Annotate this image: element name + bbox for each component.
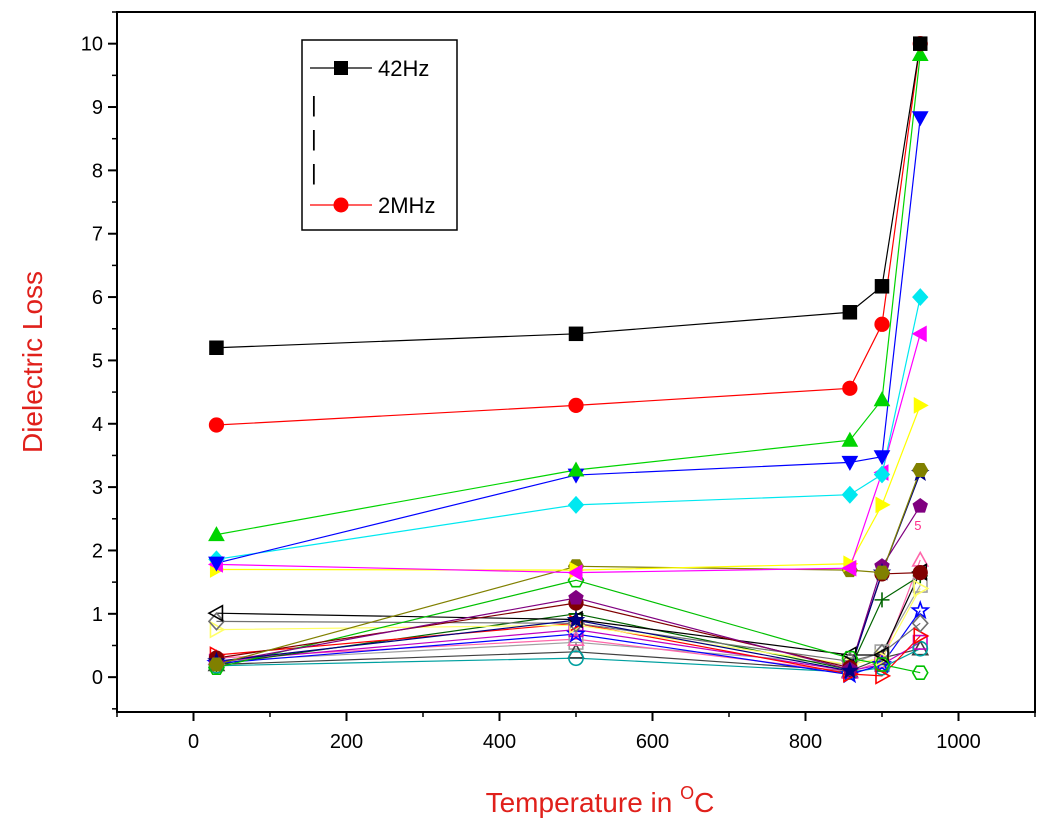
data-point-series-0 — [568, 326, 584, 342]
axis-ticks — [108, 11, 1036, 721]
data-point-series-2 — [567, 461, 585, 477]
series-line-12 — [216, 571, 921, 656]
data-point-series-2 — [208, 526, 225, 542]
legend-label-last: 2MHz — [378, 193, 435, 218]
legend-label-first: 42Hz — [378, 56, 429, 81]
data-point-series-0 — [209, 340, 224, 355]
legend-frame — [301, 39, 458, 231]
data-point-series-6 — [913, 397, 929, 414]
data-point-series-2 — [841, 431, 859, 447]
x-tick-label: 400 — [483, 731, 516, 753]
data-point-series-13 — [911, 613, 929, 633]
data-point-series-3 — [873, 450, 891, 466]
data-point-series-8 — [840, 661, 860, 679]
data-point-series-17 — [874, 592, 890, 608]
data-point-series-9 — [912, 497, 928, 513]
data-point-series-2 — [911, 45, 929, 61]
data-point-series-10 — [912, 565, 928, 581]
y-tick-label: 5 — [92, 350, 103, 372]
data-point-series-11 — [873, 657, 891, 672]
data-point-series-7 — [873, 565, 891, 580]
data-point-series-8 — [566, 610, 586, 629]
series-markers — [206, 36, 931, 685]
y-tick-label: 7 — [92, 224, 103, 246]
data-point-series-14 — [875, 649, 892, 668]
data-point-series-21 — [567, 642, 585, 659]
data-point-series-0 — [842, 305, 858, 320]
data-point-series-18 — [912, 640, 929, 657]
x-tick-label: 1000 — [936, 731, 981, 753]
y-tick-label: 0 — [92, 667, 103, 689]
data-point-series-12 — [207, 604, 224, 623]
data-point-series-15 — [875, 667, 892, 685]
y-tick-label: 4 — [92, 414, 103, 436]
data-point-series-13 — [873, 643, 891, 663]
data-point-series-14 — [913, 579, 930, 598]
plot-area: 5 — [108, 11, 1036, 721]
x-tick-labels: 0 200 400 600 800 1000 — [188, 731, 981, 753]
y-axis-title: Dielectric Loss — [17, 271, 48, 453]
data-point-series-0 — [913, 36, 928, 51]
data-point-series-4 — [912, 288, 929, 307]
x-axis-title: Temperature in OC — [486, 783, 715, 818]
data-point-series-14 — [209, 620, 226, 639]
data-point-series-5 — [567, 564, 583, 581]
legend-dot: | — [311, 160, 317, 185]
x-axis-title-text: Temperature in — [486, 787, 681, 818]
y-tick-label: 1 — [92, 604, 103, 626]
data-point-series-21 — [911, 639, 930, 656]
data-point-series-3 — [208, 556, 225, 572]
y-tick-label: 6 — [92, 287, 103, 309]
data-point-series-11 — [911, 665, 929, 681]
y-tick-label: 9 — [92, 97, 103, 119]
y-tick-label: 10 — [81, 34, 103, 56]
data-point-series-9 — [568, 589, 584, 605]
data-point-series-0 — [874, 279, 890, 294]
legend-marker-square — [334, 61, 348, 75]
data-point-series-15 — [913, 627, 930, 645]
data-point-series-1 — [208, 417, 225, 433]
data-point-series-4 — [841, 485, 859, 504]
legend-dot: | — [311, 126, 317, 151]
x-tick-label: 200 — [330, 731, 363, 753]
x-axis-title-unit: C — [694, 787, 714, 818]
data-point-series-2 — [873, 391, 891, 407]
annotation-label: 5 — [914, 518, 921, 533]
x-tick-label: 800 — [789, 731, 822, 753]
x-tick-label: 600 — [636, 731, 669, 753]
data-point-series-6 — [875, 496, 891, 514]
y-tick-labels: 0 1 2 3 4 5 6 7 8 9 10 — [81, 34, 103, 689]
data-point-series-1 — [568, 397, 584, 414]
legend-dot: | — [311, 92, 317, 117]
data-point-series-1 — [842, 380, 858, 396]
data-point-series-3 — [841, 455, 859, 471]
data-point-series-7 — [912, 463, 929, 478]
data-point-series-4 — [873, 465, 891, 484]
y-tick-label: 8 — [92, 160, 103, 182]
data-point-series-5 — [841, 559, 857, 577]
data-point-series-18 — [568, 650, 584, 667]
y-tick-label: 2 — [92, 540, 103, 562]
data-point-series-4 — [567, 495, 585, 514]
data-point-series-13 — [207, 611, 226, 631]
y-tick-label: 3 — [92, 477, 103, 499]
x-tick-label: 0 — [188, 731, 199, 753]
x-axis-title-superscript: O — [680, 783, 694, 803]
legend-marker-circle — [333, 197, 349, 213]
legend: 42Hz | | | 2MHz — [301, 39, 458, 231]
data-point-series-3 — [911, 111, 929, 127]
data-point-series-1 — [874, 316, 890, 332]
data-point-series-5 — [911, 325, 927, 343]
data-point-series-7 — [208, 657, 225, 672]
